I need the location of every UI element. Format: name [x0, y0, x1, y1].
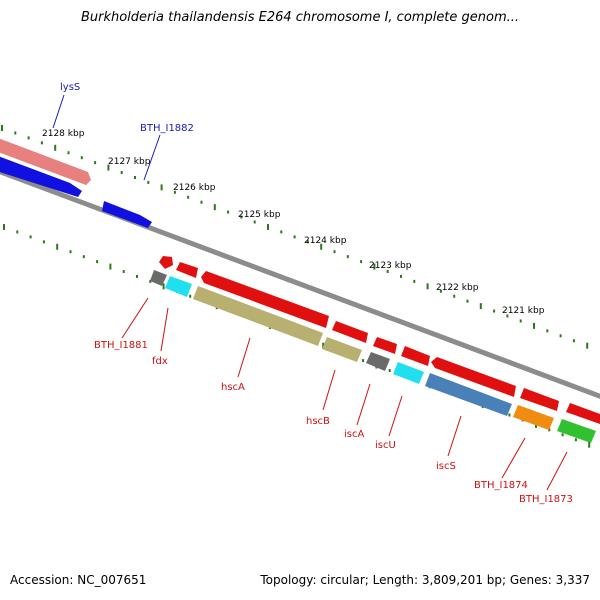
gene-label-bth-i1873[interactable]: BTH_I1873: [519, 494, 573, 505]
bth-i1874-cds-feature[interactable]: [513, 405, 554, 430]
hscA-cds-feature[interactable]: [193, 286, 323, 346]
iscS-cds-feature[interactable]: [425, 373, 512, 416]
gene-label-iscS[interactable]: iscS: [436, 461, 456, 472]
ruler-labels: 2128 kbp 2127 kbp 2126 kbp 2125 kbp 2124 kbp…: [42, 129, 545, 316]
iscU-gene-feature[interactable]: [401, 346, 430, 366]
iscA-cds-feature[interactable]: [366, 352, 390, 371]
map-title: Burkholderia thailandensis E264 chromoso…: [80, 10, 520, 25]
ruler-label: 2128 kbp: [42, 129, 85, 139]
gene-label-bth-i1874[interactable]: BTH_I1874: [474, 480, 528, 491]
hscB-gene-feature[interactable]: [332, 321, 368, 343]
bth-i1873-cds-feature[interactable]: [557, 419, 596, 443]
hscA-gene-feature[interactable]: [201, 271, 329, 328]
topology-text: Topology: circular; Length: 3,809,201 bp…: [260, 573, 590, 587]
fdx-gene-feature[interactable]: [176, 262, 198, 278]
iscS-gene-feature[interactable]: [431, 357, 516, 397]
ruler-label: 2124 kbp: [304, 236, 347, 246]
bth-i1881-gene-feature[interactable]: [159, 256, 173, 269]
ruler-label: 2121 kbp: [502, 306, 545, 316]
gene-label-lysS[interactable]: lysS: [60, 82, 80, 93]
bth-i1874-gene-feature[interactable]: [520, 388, 559, 411]
bth-i1873-gene-feature[interactable]: [566, 403, 600, 424]
genome-backbone: [0, 169, 600, 399]
hscB-cds-feature[interactable]: [322, 337, 362, 362]
gene-label-iscU[interactable]: iscU: [375, 440, 396, 451]
bth-i1881-cds-feature[interactable]: [150, 270, 167, 286]
gene-label-bth-i1882[interactable]: BTH_I1882: [140, 123, 194, 134]
lysS-rna-feature[interactable]: [0, 135, 91, 185]
iscA-gene-feature[interactable]: [373, 337, 397, 354]
gene-label-bth-i1881[interactable]: BTH_I1881: [94, 340, 148, 351]
gene-label-fdx[interactable]: fdx: [152, 356, 168, 367]
lysS-cds-feature[interactable]: [0, 153, 82, 197]
ruler-label: 2127 kbp: [108, 157, 151, 167]
gene-label-iscA[interactable]: iscA: [344, 429, 364, 440]
ruler-label: 2122 kbp: [436, 283, 479, 293]
ruler-label: 2123 kbp: [369, 261, 412, 271]
fdx-cds-feature[interactable]: [165, 276, 192, 297]
accession-text: Accession: NC_007651: [10, 573, 147, 587]
ruler-label: 2126 kbp: [173, 183, 216, 193]
gene-label-hscA[interactable]: hscA: [221, 382, 245, 393]
iscU-cds-feature[interactable]: [393, 362, 424, 384]
outer-tick-track: [1, 125, 589, 349]
gene-label-hscB[interactable]: hscB: [306, 416, 330, 427]
ruler-label: 2125 kbp: [238, 210, 281, 220]
bth-i1882-cds-feature[interactable]: [102, 201, 152, 228]
